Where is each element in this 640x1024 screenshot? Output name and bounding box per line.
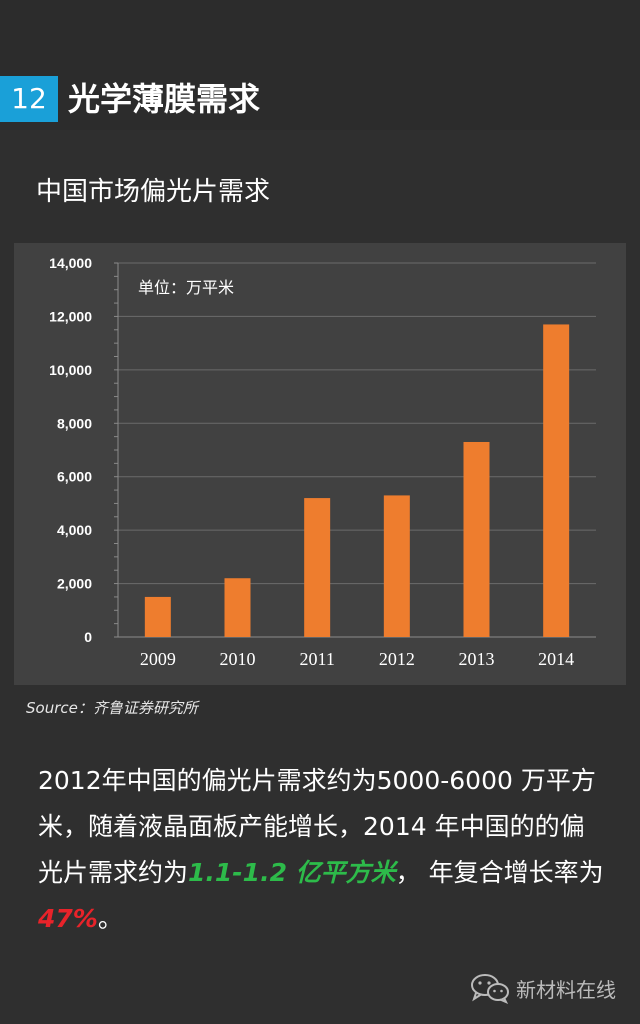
source-line: Source：齐鲁证券研究所 bbox=[26, 697, 198, 718]
summary-highlight-area: 1.1-1.2 亿平方米 bbox=[188, 858, 396, 887]
x-tick-label: 2012 bbox=[379, 649, 415, 669]
unit-annotation: 单位：万平米 bbox=[138, 278, 234, 297]
y-tick-label: 2,000 bbox=[57, 576, 92, 592]
x-tick-label: 2014 bbox=[538, 649, 574, 669]
summary-paragraph: 2012年中国的偏光片需求约为5000-6000 万平方米，随着液晶面板产能增长… bbox=[38, 758, 608, 942]
bar bbox=[224, 578, 251, 637]
x-tick-label: 2011 bbox=[299, 649, 334, 669]
y-tick-label: 8,000 bbox=[57, 415, 92, 431]
section-number-badge: 12 bbox=[0, 76, 58, 122]
bar bbox=[304, 498, 331, 637]
y-tick-label: 12,000 bbox=[49, 308, 92, 324]
x-tick-label: 2009 bbox=[140, 649, 176, 669]
x-tick-label: 2010 bbox=[220, 649, 256, 669]
wechat-icon bbox=[471, 974, 509, 1004]
summary-text-3: 。 bbox=[97, 904, 123, 933]
bar bbox=[463, 441, 490, 637]
y-tick-label: 14,000 bbox=[49, 255, 92, 271]
footer-brand: 新材料在线 bbox=[470, 972, 616, 1004]
chart-panel: 0 2,000 4,000 6,000 8,000 10,000 12,000 14,000 2… bbox=[14, 243, 626, 685]
y-tick-label: 6,000 bbox=[57, 469, 92, 485]
bar bbox=[383, 495, 410, 637]
page-title: 光学薄膜需求 bbox=[68, 80, 261, 118]
header-bar: 12 光学薄膜需求 bbox=[0, 0, 640, 130]
summary-text-1: 2012年中国的偏光片需求约为5000-6000 万平方米，随着液晶面板产能增长… bbox=[38, 766, 596, 887]
x-tick-label: 2013 bbox=[459, 649, 495, 669]
source-label: Source： bbox=[26, 699, 93, 717]
y-tick-label: 0 bbox=[84, 629, 92, 645]
summary-highlight-growth: 47% bbox=[38, 904, 98, 933]
bar-chart: 0 2,000 4,000 6,000 8,000 10,000 12,000 14,000 2… bbox=[49, 255, 596, 669]
source-text: 齐鲁证券研究所 bbox=[92, 699, 198, 717]
bar bbox=[543, 324, 570, 637]
chart-title: 中国市场偏光片需求 bbox=[36, 177, 271, 207]
footer-brand-name: 新材料在线 bbox=[516, 977, 616, 1002]
bar bbox=[144, 596, 171, 637]
summary-text-2: ， 年复合增长率为 bbox=[395, 858, 604, 887]
y-tick-label: 10,000 bbox=[49, 362, 92, 378]
y-tick-label: 4,000 bbox=[57, 522, 92, 538]
